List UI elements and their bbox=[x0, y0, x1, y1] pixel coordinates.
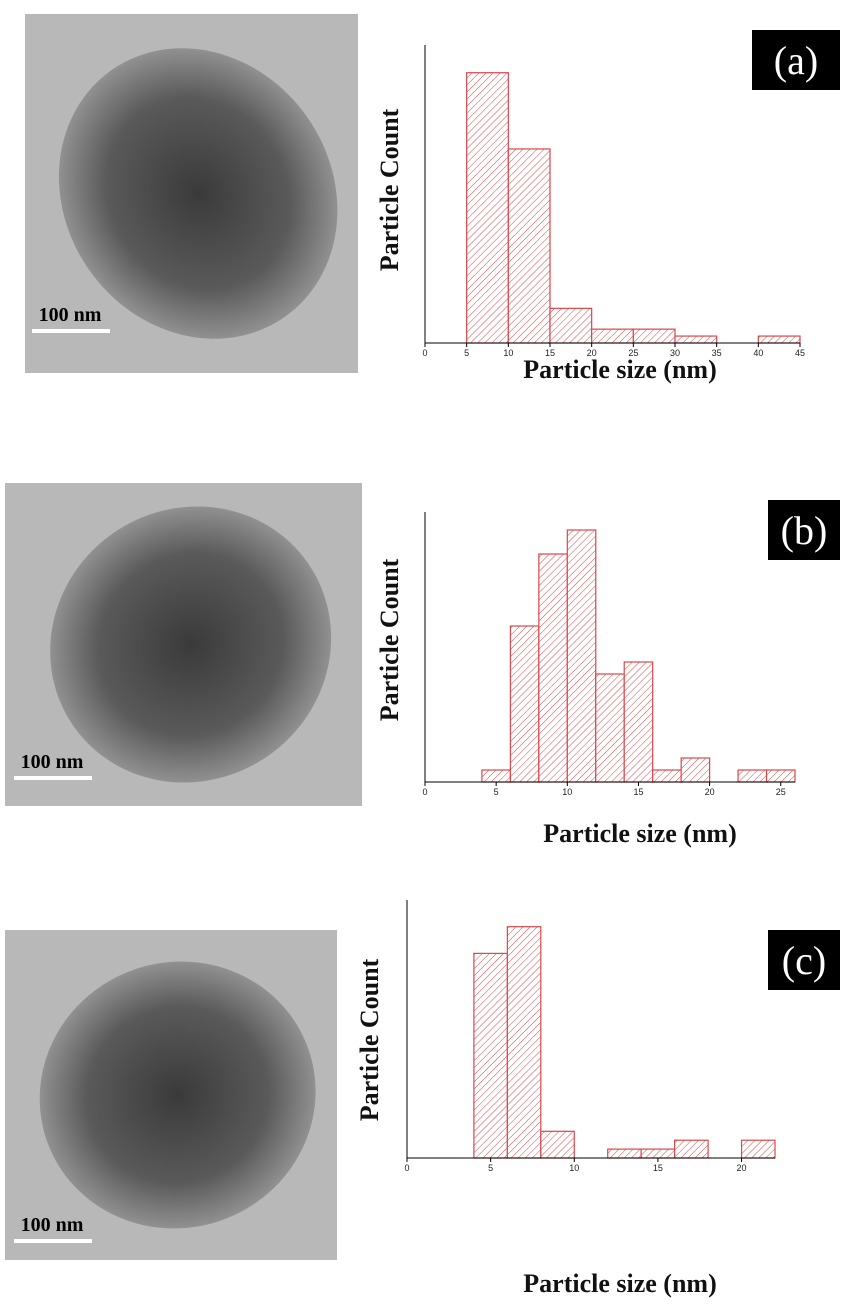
bar bbox=[567, 530, 595, 782]
bar bbox=[541, 1131, 574, 1158]
x-tick-label: 0 bbox=[422, 787, 427, 797]
bar bbox=[624, 662, 652, 782]
bar bbox=[510, 626, 538, 782]
x-tick-label: 15 bbox=[653, 1163, 663, 1173]
x-tick-label: 5 bbox=[464, 348, 469, 358]
scale-bar-label: 100 nm bbox=[39, 304, 102, 326]
bar bbox=[633, 329, 675, 343]
y-axis-title: Particle Count bbox=[375, 108, 404, 271]
figure: 100 nm(a)051015202530354045Particle Coun… bbox=[0, 0, 851, 1304]
bar bbox=[641, 1149, 674, 1158]
bar bbox=[758, 336, 800, 343]
bar bbox=[539, 554, 567, 782]
bar bbox=[681, 758, 709, 782]
x-axis-title: Particle size (nm) bbox=[543, 819, 736, 848]
bar bbox=[675, 336, 717, 343]
x-tick-label: 10 bbox=[503, 348, 513, 358]
bar bbox=[508, 149, 550, 343]
panel-label: (b) bbox=[781, 508, 828, 553]
x-tick-label: 20 bbox=[737, 1163, 747, 1173]
scale-bar-label: 100 nm bbox=[21, 1214, 84, 1236]
x-tick-label: 40 bbox=[753, 348, 763, 358]
x-tick-label: 0 bbox=[422, 348, 427, 358]
bar bbox=[482, 770, 510, 782]
x-tick-label: 5 bbox=[488, 1163, 493, 1173]
x-tick-label: 15 bbox=[633, 787, 643, 797]
scale-bar bbox=[32, 329, 110, 333]
scale-bar bbox=[14, 1239, 92, 1243]
x-tick-label: 5 bbox=[494, 787, 499, 797]
x-axis-title: Particle size (nm) bbox=[523, 355, 716, 384]
bar bbox=[608, 1149, 641, 1158]
x-tick-label: 10 bbox=[562, 787, 572, 797]
panel-label: (a) bbox=[774, 38, 818, 83]
y-axis-title: Particle Count bbox=[355, 958, 384, 1121]
bar bbox=[596, 674, 624, 782]
scale-bar-label: 100 nm bbox=[21, 751, 84, 773]
bar bbox=[550, 308, 592, 343]
bar bbox=[653, 770, 681, 782]
bar bbox=[467, 73, 509, 343]
panel-label: (c) bbox=[782, 938, 826, 983]
x-axis-title: Particle size (nm) bbox=[523, 1269, 716, 1298]
y-axis-title: Particle Count bbox=[375, 558, 404, 721]
bar bbox=[742, 1140, 775, 1158]
bar bbox=[474, 953, 507, 1158]
scale-bar bbox=[14, 776, 92, 780]
bar bbox=[592, 329, 634, 343]
bar bbox=[507, 927, 540, 1158]
x-tick-label: 25 bbox=[776, 787, 786, 797]
bar bbox=[675, 1140, 708, 1158]
x-tick-label: 10 bbox=[569, 1163, 579, 1173]
x-tick-label: 0 bbox=[404, 1163, 409, 1173]
bar bbox=[767, 770, 795, 782]
x-tick-label: 20 bbox=[705, 787, 715, 797]
bar bbox=[738, 770, 766, 782]
x-tick-label: 45 bbox=[795, 348, 805, 358]
